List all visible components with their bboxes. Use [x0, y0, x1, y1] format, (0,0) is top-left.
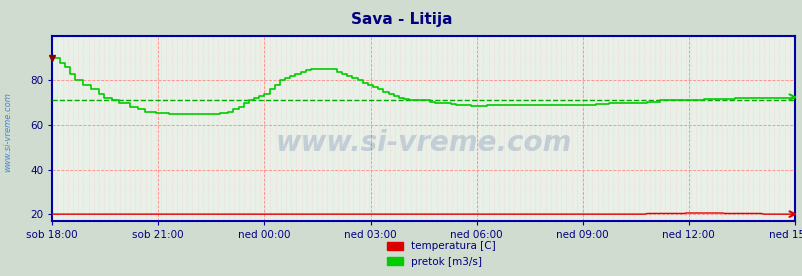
Text: www.si-vreme.com: www.si-vreme.com	[3, 92, 13, 172]
Text: www.si-vreme.com: www.si-vreme.com	[275, 129, 571, 157]
Legend: temperatura [C], pretok [m3/s]: temperatura [C], pretok [m3/s]	[383, 237, 500, 271]
Text: Sava - Litija: Sava - Litija	[350, 12, 452, 27]
